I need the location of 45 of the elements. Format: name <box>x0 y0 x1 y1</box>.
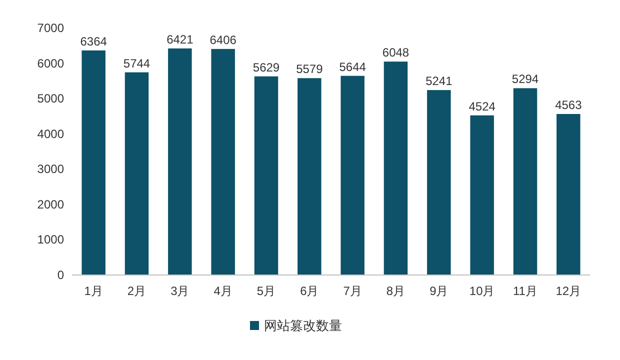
y-tick-label: 4000 <box>37 126 64 141</box>
bar <box>340 76 364 275</box>
bar <box>427 90 451 275</box>
y-tick-label: 3000 <box>37 162 64 176</box>
y-tick-label: 1000 <box>37 232 64 247</box>
bar <box>82 50 106 275</box>
data-label: 6421 <box>166 32 194 46</box>
x-tick-label: 11月 <box>513 284 538 298</box>
bar <box>211 48 235 275</box>
data-label: 5744 <box>123 56 150 70</box>
x-tick-label: 3月 <box>170 284 190 298</box>
data-label: 5644 <box>339 60 366 74</box>
data-label: 6364 <box>80 34 108 48</box>
bar <box>384 62 408 275</box>
x-tick-label: 2月 <box>127 284 146 298</box>
y-tick-label: 6000 <box>37 56 64 70</box>
bar <box>556 114 580 275</box>
bar <box>168 48 192 275</box>
data-label: 6048 <box>382 46 410 60</box>
x-tick-label: 4月 <box>214 284 232 298</box>
x-tick-label: 8月 <box>386 284 406 298</box>
x-tick-label: 10月 <box>469 284 495 298</box>
data-label: 4563 <box>555 98 582 112</box>
data-label: 5294 <box>512 72 539 86</box>
data-label: 6406 <box>210 32 237 47</box>
x-tick-label: 5月 <box>256 284 276 298</box>
data-label: 5629 <box>252 60 280 74</box>
bar <box>124 72 149 275</box>
y-tick-label: 7000 <box>37 21 64 35</box>
bar <box>513 88 538 275</box>
bar <box>470 115 494 275</box>
x-tick-label: 1月 <box>84 284 103 298</box>
y-tick-label: 5000 <box>37 92 64 106</box>
data-label: 5241 <box>426 74 453 88</box>
y-tick-label: 2000 <box>37 197 64 212</box>
x-tick-label: 9月 <box>430 284 448 298</box>
data-label: 4524 <box>468 99 496 114</box>
bar <box>254 76 278 275</box>
x-tick-label: 12月 <box>556 284 582 298</box>
data-label: 5579 <box>296 62 324 76</box>
x-tick-label: 7月 <box>343 284 362 298</box>
x-tick-label: 6月 <box>300 284 319 298</box>
y-tick-label: 0 <box>57 268 64 282</box>
bar <box>298 78 322 275</box>
legend-label: 网站篡改数量 <box>264 318 342 333</box>
